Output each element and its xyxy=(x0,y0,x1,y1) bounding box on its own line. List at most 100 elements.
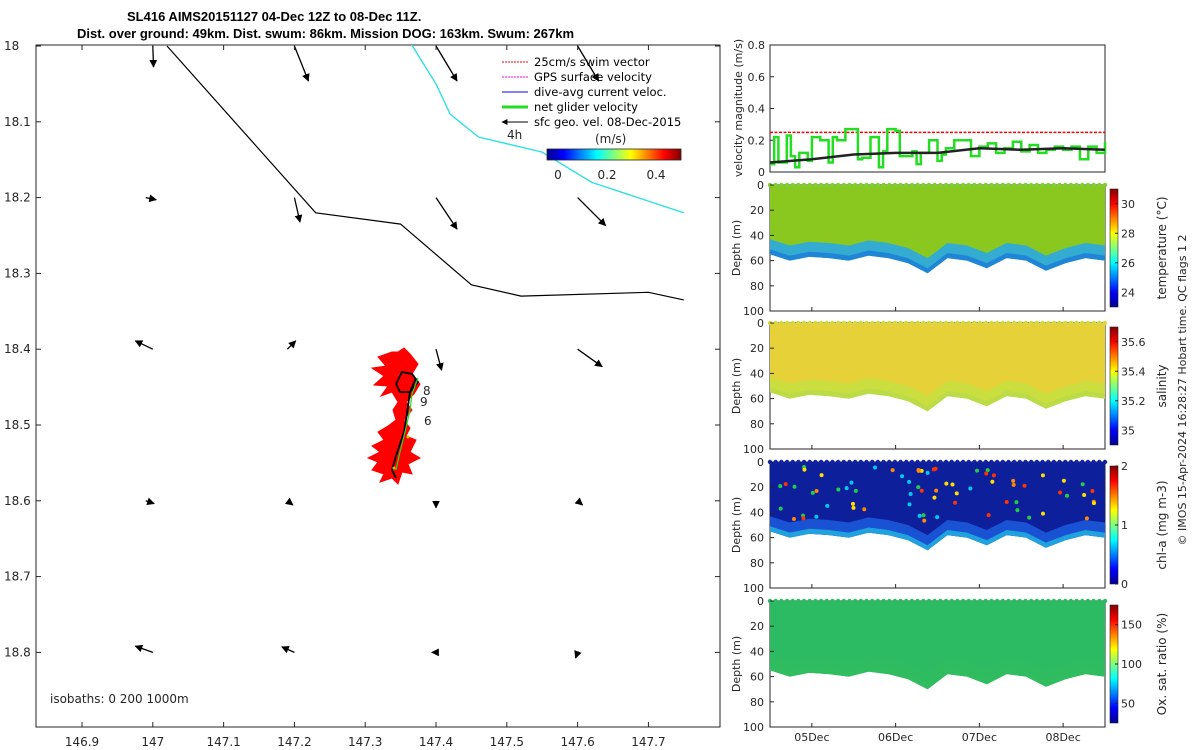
chl-speck xyxy=(1058,490,1063,495)
temperature-section-colorbar xyxy=(1109,188,1119,308)
chlorophyll-section-surface-dot xyxy=(1000,459,1005,465)
temperature-section-surface-dot xyxy=(875,182,881,188)
velocity-ytick-label: 0.6 xyxy=(748,71,766,84)
chlorophyll-section-surface-dot xyxy=(784,459,790,465)
map-xtick-label: 147.5 xyxy=(490,735,524,749)
salinity-section-surface-dot xyxy=(1006,320,1011,326)
oxygen-section-surface-dot xyxy=(1068,598,1074,604)
chl-speck xyxy=(1011,478,1016,483)
net-track-line xyxy=(391,377,417,479)
salinity-section-surface-dot xyxy=(1091,320,1096,326)
salinity-section-surface-dot xyxy=(773,320,778,326)
salinity-section-surface-dot xyxy=(983,320,988,326)
oxygen-section-xtick-label: 07Dec xyxy=(962,731,997,744)
chl-speck xyxy=(1011,482,1016,487)
temperature-section-surface-dot xyxy=(1102,182,1108,188)
chlorophyll-section-surface-dot xyxy=(824,459,829,465)
temperature-section-surface-dot xyxy=(955,182,960,188)
map-y-axis: 18 18.1 18.2 18.3 18.4 18.5 18.6 18.7 18.8 xyxy=(4,39,720,659)
chlorophyll-section-cbar-title: chl-a (mg m-3) xyxy=(1155,480,1169,569)
chlorophyll-section-surface-dot xyxy=(943,459,949,465)
oxygen-section-surface-dot xyxy=(926,598,932,604)
temperature-section-surface-dot xyxy=(966,182,971,188)
net-glider-velocity-line xyxy=(395,377,419,471)
salinity-section-surface-dot xyxy=(909,320,915,326)
temperature-section-cbar-title: temperature (°C) xyxy=(1155,197,1169,300)
temperature-section-surface-dot xyxy=(960,182,966,188)
salinity-section-surface-dot xyxy=(875,320,881,326)
current-vector-arrow xyxy=(281,646,295,654)
temperature-section-surface-dot xyxy=(909,182,915,188)
salinity-section-surface-dot xyxy=(1097,320,1102,326)
chlorophyll-section-surface-dot xyxy=(1017,459,1023,465)
oxygen-section-ytick-label: 60 xyxy=(750,671,764,684)
chl-speck xyxy=(900,474,905,479)
chl-speck xyxy=(825,503,830,508)
chlorophyll-section-surface-dot xyxy=(1034,459,1040,465)
salinity-section-surface-dot xyxy=(904,320,909,326)
chl-speck xyxy=(851,505,856,510)
glider-track: 6 8 9 xyxy=(366,347,432,485)
salinity-section-surface-dot xyxy=(887,320,892,326)
oxygen-section-surface-dot xyxy=(938,598,943,604)
oxygen-section-surface-dot xyxy=(966,598,971,604)
temperature-section-surface-dot xyxy=(1011,182,1017,188)
net-track-box-top xyxy=(394,370,420,393)
chlorophyll-section-surface-dot xyxy=(960,459,966,465)
chl-speck xyxy=(810,490,815,495)
temperature-section-surface-dot xyxy=(1097,182,1102,188)
temperature-section: 0 20 40 60 80 100 Depth (m) 24 26 28 30 temperature… xyxy=(730,179,1169,318)
chlorophyll-section-surface-dot xyxy=(926,459,932,465)
map-ytick-label: 18.6 xyxy=(4,494,31,508)
temperature-section-surface-dot xyxy=(1051,182,1057,188)
oxygen-section-ylabel: Depth (m) xyxy=(730,636,743,692)
temperature-section-surface-dot xyxy=(898,182,903,188)
current-vector-arrow xyxy=(286,340,297,350)
temperature-section-ytick-label: 0 xyxy=(757,179,764,192)
oxygen-section-surface-dot xyxy=(994,598,1000,604)
temperature-section-bottom-layer xyxy=(770,249,1105,274)
oxygen-section-surface-dot xyxy=(1028,598,1034,604)
temperature-section-surface-dot xyxy=(977,182,983,188)
chlorophyll-section-surface-dot xyxy=(807,459,812,465)
copyright-text: © IMOS 15-Apr-2024 16:28:27 Hobart time.… xyxy=(1176,235,1189,546)
salinity-section-ylabel: Depth (m) xyxy=(730,358,743,414)
site-marker xyxy=(29,70,35,76)
temperature-section-surface-dot xyxy=(790,182,795,188)
salinity-section-surface-dot xyxy=(807,320,812,326)
temperature-section-surface-dot xyxy=(779,182,784,188)
chl-speck xyxy=(1090,489,1095,494)
velocity-ylabel: velocity magnitude (m/s) xyxy=(732,39,745,177)
salinity-section-surface-dot xyxy=(1063,320,1068,326)
chlorophyll-section-surface-dot xyxy=(915,459,920,465)
oxygen-section-surface-dot xyxy=(943,598,949,604)
current-vector-arrow xyxy=(293,197,303,223)
oxygen-section-surface-dot xyxy=(977,598,983,604)
chlorophyll-section-cbar-label: 0 xyxy=(1121,578,1128,591)
chl-speck xyxy=(849,480,854,485)
oxygen-section-surface-dot xyxy=(892,598,898,604)
temperature-section-surface-dot xyxy=(824,182,829,188)
chl-speck xyxy=(925,470,930,475)
chl-speck xyxy=(791,517,796,522)
chlorophyll-section-surface-dot xyxy=(779,459,784,465)
velocity-y-axis: 0 0.2 0.4 0.6 0.8 xyxy=(748,39,774,179)
chlorophyll-section-surface-dot xyxy=(1080,459,1085,465)
salinity-section-surface-dot xyxy=(1040,320,1045,326)
oxygen-section-surface-dot xyxy=(790,598,795,604)
salinity-section-surface-dot xyxy=(932,320,937,326)
chlorophyll-section-cbar-label: 1 xyxy=(1121,519,1128,532)
oxygen-section-surface-dot xyxy=(932,598,937,604)
oxygen-section-surface-dot xyxy=(1102,598,1108,604)
temperature-section-surface-dot xyxy=(773,182,778,188)
map-xtick-label: 146.9 xyxy=(65,735,99,749)
chlorophyll-section-ytick-label: 60 xyxy=(750,532,764,545)
temperature-section-surface-dot xyxy=(1080,182,1085,188)
oxygen-section-ytick-label: 80 xyxy=(750,696,764,709)
temperature-section-surface-dot xyxy=(784,182,790,188)
map-xtick-label: 147.2 xyxy=(277,735,311,749)
temperature-section-surface-dot xyxy=(870,182,875,188)
chl-speck xyxy=(1027,515,1032,520)
